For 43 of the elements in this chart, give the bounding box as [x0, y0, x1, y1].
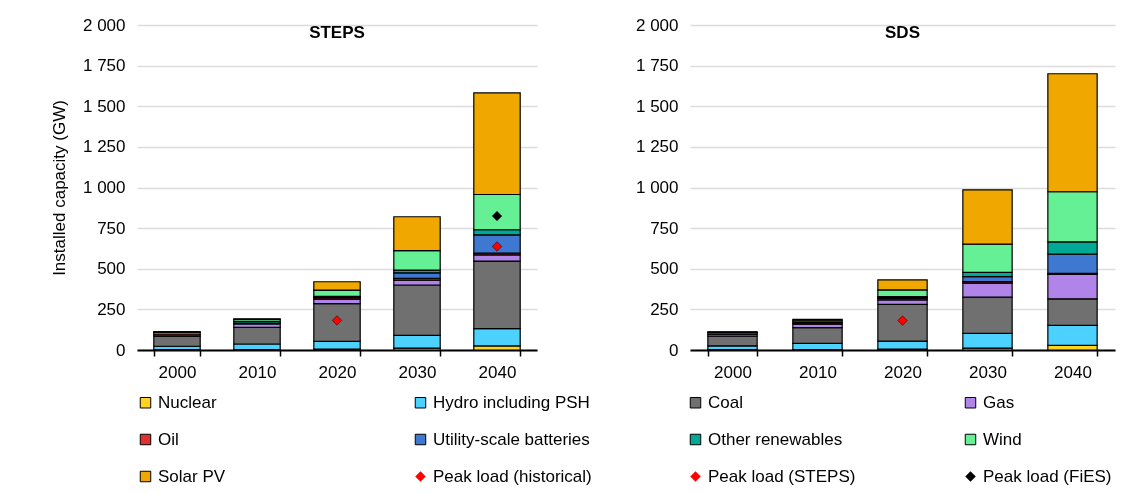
legend-label: Gas — [983, 392, 1015, 412]
y-tick-label: 0 — [116, 340, 126, 360]
x-tick-label: 2020 — [884, 362, 922, 382]
x-tick-label: 2010 — [238, 362, 277, 382]
x-tick-label: 2010 — [799, 362, 837, 382]
x-tick-label: 2030 — [398, 362, 437, 382]
legend-label: Oil — [158, 429, 179, 449]
y-tick-label: 1 500 — [82, 96, 126, 116]
x-tick-label: 2020 — [318, 362, 357, 382]
y-tick-label: 250 — [650, 299, 679, 319]
legend-label: Utility-scale batteries — [433, 429, 590, 449]
legend-label: Solar PV — [158, 466, 226, 486]
y-tick-label: 500 — [97, 259, 126, 279]
legend-label: Coal — [708, 392, 743, 412]
y-tick-label: 2 000 — [82, 15, 126, 35]
legend-label: Peak load (FiES) — [983, 466, 1112, 486]
y-tick-label: 2 000 — [635, 15, 679, 35]
x-tick-label: 2040 — [478, 362, 517, 382]
y-tick-label: 1 000 — [635, 178, 679, 197]
chart-title: SDS — [885, 23, 920, 42]
legend-label: Wind — [983, 429, 1022, 449]
chart-title: STEPS — [309, 23, 365, 42]
y-tick-label: 250 — [97, 299, 126, 319]
y-tick-label: 750 — [650, 218, 679, 238]
y-tick-label: 1 500 — [635, 96, 679, 116]
y-tick-label: 500 — [650, 259, 679, 279]
y-tick-label: 1 000 — [82, 178, 126, 197]
legend-label: Peak load (historical) — [433, 466, 592, 486]
legend-label: Peak load (STEPS) — [708, 466, 856, 486]
x-tick-label: 2030 — [969, 362, 1007, 382]
y-axis-title: Installed capacity (GW) — [49, 100, 69, 276]
y-tick-label: 1 750 — [635, 56, 679, 76]
x-tick-label: 2000 — [714, 362, 752, 382]
x-tick-label: 2000 — [158, 362, 197, 382]
x-tick-label: 2040 — [1054, 362, 1092, 382]
legend-label: Hydro including PSH — [433, 392, 590, 412]
legend-label: Other renewables — [708, 429, 843, 449]
y-tick-label: 0 — [669, 340, 679, 360]
y-tick-label: 750 — [97, 218, 126, 238]
y-tick-label: 1 250 — [635, 137, 679, 157]
legend-label: Nuclear — [158, 392, 217, 412]
y-tick-label: 1 250 — [82, 137, 126, 157]
y-tick-label: 1 750 — [82, 56, 126, 76]
